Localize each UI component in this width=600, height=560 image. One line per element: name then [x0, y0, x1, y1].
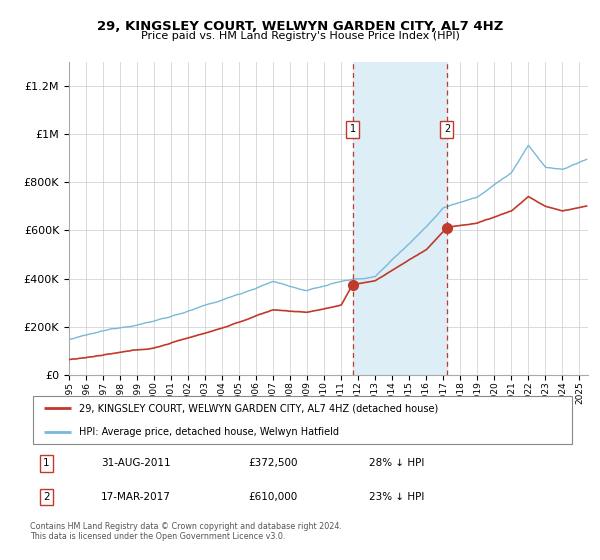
Text: 17-MAR-2017: 17-MAR-2017 [101, 492, 171, 502]
Text: 2: 2 [444, 124, 450, 134]
Bar [353, 62, 447, 375]
Text: 29, KINGSLEY COURT, WELWYN GARDEN CITY, AL7 4HZ (detached house): 29, KINGSLEY COURT, WELWYN GARDEN CITY, … [79, 403, 439, 413]
Text: Contains HM Land Registry data © Crown copyright and database right 2024.
This d: Contains HM Land Registry data © Crown c… [30, 522, 342, 542]
Text: Price paid vs. HM Land Registry's House Price Index (HPI): Price paid vs. HM Land Registry's House … [140, 31, 460, 41]
Text: 28% ↓ HPI: 28% ↓ HPI [368, 459, 424, 469]
Text: 2: 2 [43, 492, 50, 502]
Text: £372,500: £372,500 [248, 459, 298, 469]
Text: 1: 1 [43, 459, 50, 469]
Text: 31-AUG-2011: 31-AUG-2011 [101, 459, 170, 469]
Text: 23% ↓ HPI: 23% ↓ HPI [368, 492, 424, 502]
Text: 1: 1 [350, 124, 356, 134]
Text: £610,000: £610,000 [248, 492, 298, 502]
Text: HPI: Average price, detached house, Welwyn Hatfield: HPI: Average price, detached house, Welw… [79, 427, 339, 437]
FancyBboxPatch shape [33, 396, 572, 444]
Text: 29, KINGSLEY COURT, WELWYN GARDEN CITY, AL7 4HZ: 29, KINGSLEY COURT, WELWYN GARDEN CITY, … [97, 20, 503, 32]
